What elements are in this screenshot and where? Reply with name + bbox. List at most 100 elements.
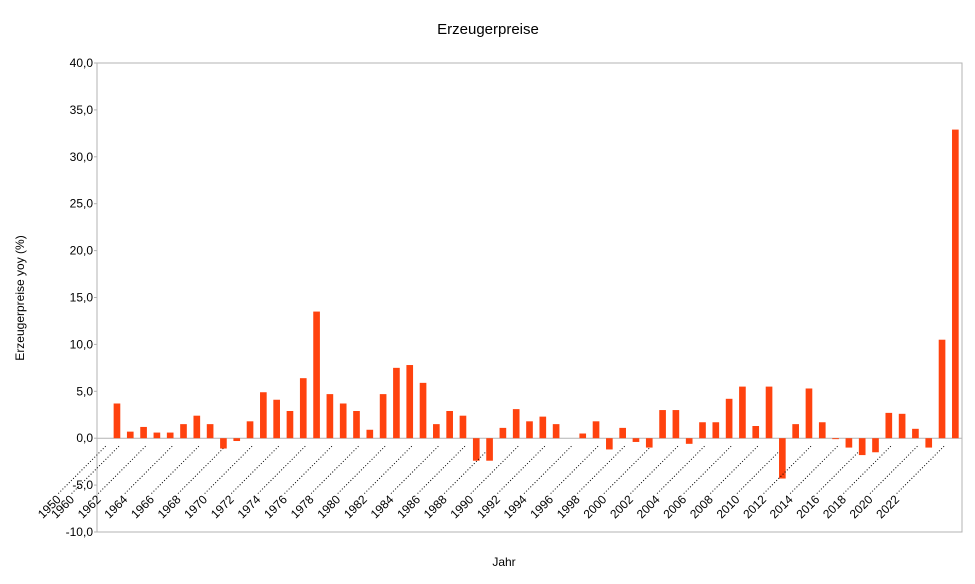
bar [712,422,720,439]
bar [818,422,826,439]
x-tick-label: 2018 [820,492,849,521]
bar [486,438,493,461]
bar [938,339,946,439]
x-tick-label: 2012 [740,492,769,521]
x-tick-label: 1992 [474,492,503,521]
label-leader [735,445,785,495]
y-tick-label: 30,0 [70,150,94,164]
bar [592,421,600,439]
bar [166,432,174,439]
x-tick-label: 1970 [181,492,210,521]
label-leader [842,445,892,495]
x-tick-label: 2014 [767,492,796,521]
label-leader [869,445,918,495]
bar [499,427,507,439]
label-leader [602,445,652,495]
bar [433,424,440,439]
bar [286,410,294,439]
label-leader [97,445,146,495]
x-tick-label: 1964 [102,492,131,521]
bar [699,422,706,439]
label-leader [203,445,253,495]
bar [113,403,121,439]
bar [419,382,427,439]
x-tick-label: 1962 [75,492,104,521]
bar [898,413,906,439]
bar [552,424,560,439]
bar [606,438,613,450]
label-leader [656,445,705,495]
bar [206,424,214,439]
bar [193,415,201,439]
bar [805,388,813,439]
bar [632,438,640,442]
bar [912,428,919,439]
label-leader [549,445,599,495]
bar [446,410,453,439]
bar [406,365,414,439]
x-tick-label: 1978 [288,492,317,521]
label-leader [70,445,120,495]
bar [725,398,733,439]
label-leader [443,445,492,495]
x-tick-label: 1974 [235,492,264,521]
x-tick-label: 1994 [501,492,530,521]
x-tick-label: 1996 [527,492,556,521]
bar [512,409,520,439]
y-axis-title: Erzeugerpreise yoy (%) [13,235,27,360]
bar [233,438,241,442]
bar [366,429,374,439]
label-leader [709,445,759,495]
label-leader [682,445,732,495]
bar [393,367,400,439]
x-tick-label: 2004 [634,492,663,521]
bar [779,438,786,479]
x-tick-label: 1986 [394,492,423,521]
y-tick-label: 5,0 [76,384,93,398]
x-tick-label: 2006 [660,492,689,521]
bar [845,438,853,448]
label-leader [523,445,572,495]
label-leader [895,445,945,495]
bar [379,394,387,439]
x-tick-label: 1966 [128,492,157,521]
bar [246,421,254,439]
label-leader [283,445,333,495]
label-leader [469,445,519,495]
x-tick-label: 1972 [208,492,237,521]
x-tick-label: 2022 [873,492,902,521]
x-tick-label: 2002 [607,492,636,521]
label-leader [177,445,226,495]
bar [126,431,134,439]
label-leader [789,445,838,495]
bar [752,426,760,439]
bar [459,415,467,439]
x-tick-label: 1984 [368,492,397,521]
bar [685,438,693,444]
bar [299,378,307,439]
y-tick-label: -10,0 [66,525,94,539]
y-tick-label: 10,0 [70,337,94,351]
x-tick-label: 1998 [554,492,583,521]
label-leader [416,445,466,495]
label-leader [57,445,107,495]
bar [273,399,280,439]
bar [140,426,147,439]
label-leader [629,445,679,495]
bar [180,424,187,439]
bar [339,403,347,439]
y-tick-label: 40,0 [70,56,94,70]
bar [645,438,653,448]
x-tick-label: 1968 [155,492,184,521]
bar [885,412,893,439]
bar [872,438,879,453]
x-axis-title: Jahr [492,555,515,569]
x-tick-label: 2000 [581,492,610,521]
bar [539,416,547,439]
bar [313,311,320,439]
bar [260,392,267,439]
bar [952,129,959,439]
bar [619,427,626,439]
bar [765,386,773,439]
